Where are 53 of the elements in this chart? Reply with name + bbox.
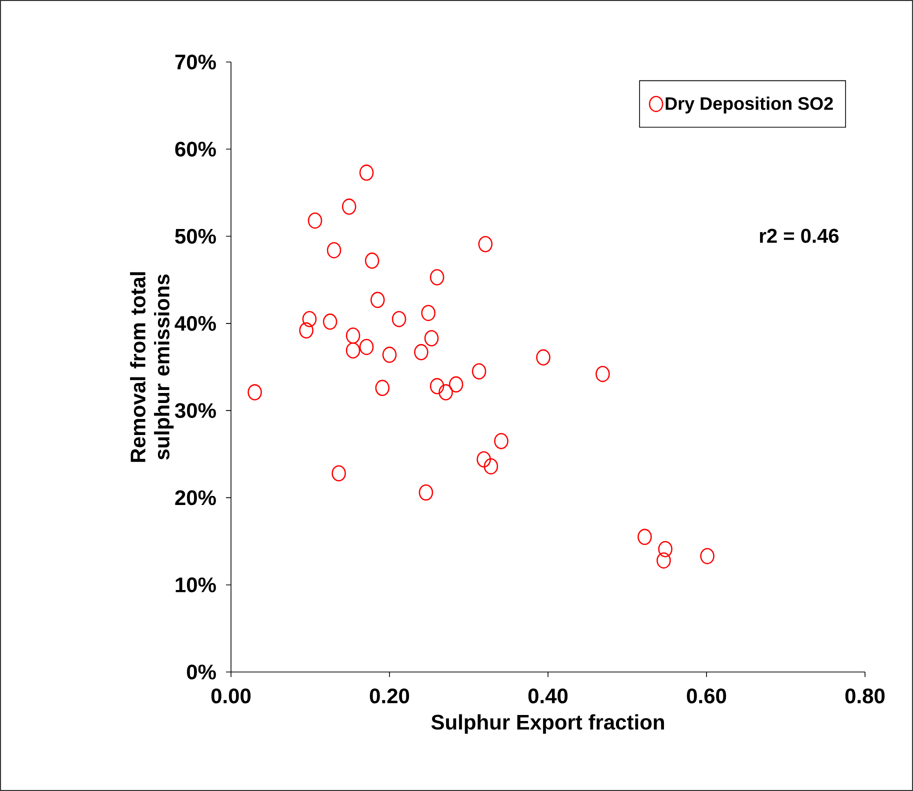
point [494,432,508,450]
point [430,378,444,394]
y-axis-title: Removal from total sulphur emissions [130,272,174,462]
point [326,242,342,258]
point [346,342,360,359]
point [638,528,652,546]
point [375,380,390,396]
point [424,330,439,346]
point [322,314,338,330]
y-tick-label: 0% [186,664,216,680]
x-axis-title: Sulphur Export fraction [431,714,664,734]
point [299,322,314,339]
point [346,328,360,344]
point [656,552,671,569]
x-tick-label: 0.40 [528,688,568,704]
point [418,484,434,501]
point [438,384,453,400]
point [342,198,356,215]
point [430,269,444,286]
point [308,212,322,229]
y-tick-label: 10% [176,577,216,592]
y-tick-label: 20% [175,490,216,506]
point [364,252,380,269]
point [658,541,672,558]
point [476,451,491,468]
point [359,338,374,356]
annotation: r2 = 0.46 [760,228,839,243]
point [332,465,346,482]
y-tick-label: 50% [175,228,216,244]
point [248,384,262,400]
x-tick-label: 0.60 [686,688,726,704]
y-tick-label: 60% [175,142,216,157]
x-tick-label: 0.80 [845,688,885,704]
point [700,548,714,564]
point [359,164,374,181]
y-tick-label: 30% [174,403,216,418]
point [302,310,317,328]
y-tick-label: 40% [174,316,216,331]
point [448,376,464,393]
point [472,363,486,380]
point [382,346,397,363]
point [414,344,428,360]
legend-label: Dry Deposition SO2 [666,96,833,114]
point [421,304,436,322]
point [392,310,406,328]
point [596,366,610,382]
point [370,292,385,308]
point [536,349,550,366]
y-tick-label: 70% [175,54,216,70]
x-tick-label: 0.00 [211,688,251,704]
x-tick-label: 0.20 [370,688,410,704]
point [478,236,493,252]
point [484,458,498,474]
